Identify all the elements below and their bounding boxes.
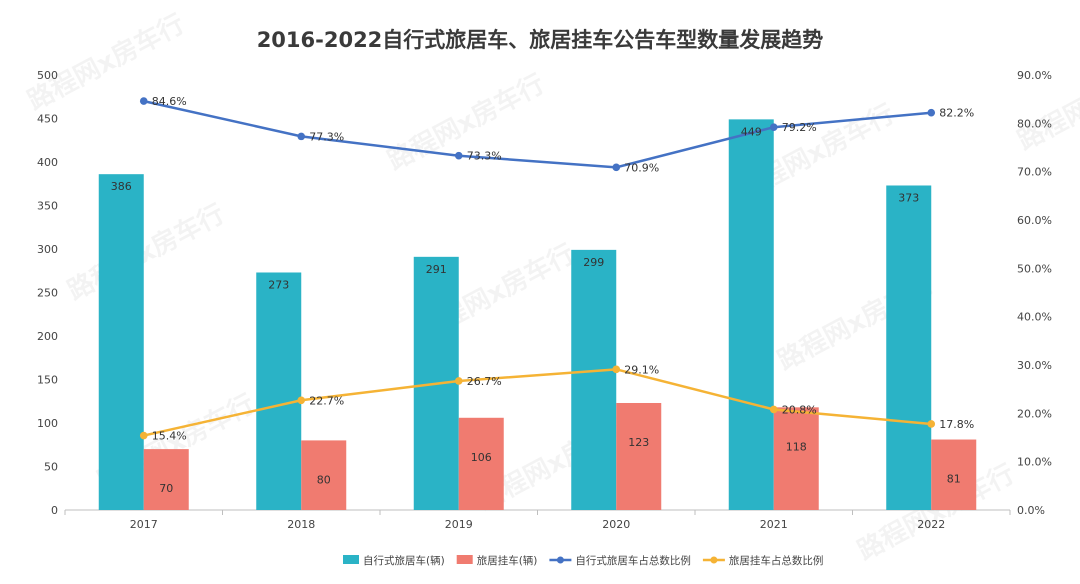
y-left-tick-label: 400 bbox=[37, 156, 58, 169]
legend: 自行式旅居车(辆) 旅居挂车(辆) 自行式旅居车占总数比例 旅居挂车占总数比例 bbox=[343, 554, 823, 567]
y-right-tick-label: 30.0% bbox=[1017, 359, 1052, 372]
y-right-tick-label: 10.0% bbox=[1017, 456, 1052, 469]
line-point bbox=[139, 431, 148, 440]
y-left-tick-label: 250 bbox=[37, 287, 58, 300]
y-left-tick-label: 50 bbox=[44, 461, 58, 474]
series-line bbox=[143, 368, 932, 437]
bar-value-label: 291 bbox=[426, 263, 447, 276]
x-tick-label: 2021 bbox=[760, 518, 788, 531]
bar-value-label: 123 bbox=[628, 436, 649, 449]
y-left-tick-label: 200 bbox=[37, 330, 58, 343]
bar bbox=[256, 272, 302, 510]
y-left-tick-label: 0 bbox=[51, 504, 58, 517]
x-tick-label: 2020 bbox=[602, 518, 630, 531]
line-value-label: 82.2% bbox=[939, 107, 974, 120]
y-right-tick-label: 70.0% bbox=[1017, 166, 1052, 179]
bar-value-label: 81 bbox=[947, 473, 961, 486]
bar bbox=[458, 417, 504, 510]
line-point bbox=[612, 365, 621, 374]
y-right-tick-label: 0.0% bbox=[1017, 504, 1045, 517]
y-right-tick-label: 20.0% bbox=[1017, 407, 1052, 420]
watermark-text: 路程网x房车行 bbox=[62, 198, 229, 306]
legend-label: 旅居挂车(辆) bbox=[477, 554, 538, 567]
y-left-tick-label: 300 bbox=[37, 243, 58, 256]
line-point bbox=[297, 132, 306, 141]
series-line bbox=[143, 99, 932, 169]
bar bbox=[143, 449, 189, 510]
legend-marker bbox=[710, 556, 718, 564]
line-point bbox=[769, 405, 778, 414]
x-tick-label: 2019 bbox=[445, 518, 473, 531]
legend-label: 自行式旅居车占总数比例 bbox=[575, 554, 691, 567]
line-point bbox=[139, 97, 148, 105]
line-point bbox=[297, 396, 306, 405]
line-value-label: 15.4% bbox=[152, 430, 187, 443]
line-point bbox=[612, 163, 621, 172]
line-value-label: 22.7% bbox=[309, 394, 344, 407]
legend-marker bbox=[556, 556, 564, 564]
line-value-label: 17.8% bbox=[939, 418, 974, 431]
bar-value-label: 299 bbox=[583, 256, 604, 269]
legend-swatch bbox=[343, 555, 359, 564]
line-point bbox=[927, 108, 936, 117]
line-value-label: 26.7% bbox=[467, 375, 502, 388]
bar bbox=[886, 185, 932, 511]
y-right-tick-label: 60.0% bbox=[1017, 214, 1052, 227]
bar-value-label: 70 bbox=[159, 482, 173, 495]
line-value-label: 73.3% bbox=[467, 150, 502, 163]
watermark-text: 路程网x房车行 bbox=[1012, 48, 1080, 156]
bar-value-label: 273 bbox=[268, 278, 289, 291]
legend-label: 自行式旅居车(辆) bbox=[363, 554, 445, 567]
bar bbox=[571, 249, 617, 510]
line-value-label: 84.6% bbox=[152, 95, 187, 108]
line-point bbox=[927, 420, 936, 428]
y-right-tick-label: 50.0% bbox=[1017, 262, 1052, 275]
chart-title: 2016-2022自行式旅居车、旅居挂车公告车型数量发展趋势 bbox=[257, 28, 824, 52]
bar bbox=[728, 119, 774, 511]
bars bbox=[98, 119, 977, 511]
y-left-tick-label: 500 bbox=[37, 69, 58, 82]
lines bbox=[139, 97, 936, 440]
y-left-tick-label: 100 bbox=[37, 417, 58, 430]
y-left-tick-label: 150 bbox=[37, 374, 58, 387]
bar bbox=[98, 174, 144, 510]
x-tick-label: 2017 bbox=[130, 518, 158, 531]
y-right-tick-label: 90.0% bbox=[1017, 69, 1052, 82]
bar bbox=[616, 402, 662, 510]
y-left-tick-label: 450 bbox=[37, 113, 58, 126]
axes: 2017 2018 2019 2020 2021 2022 0 50 100 150 200 250 3… bbox=[37, 69, 1052, 531]
bar-value-label: 373 bbox=[898, 191, 919, 204]
bar-value-label: 118 bbox=[786, 440, 807, 453]
bar-value-label: 449 bbox=[741, 125, 762, 138]
y-right-tick-label: 40.0% bbox=[1017, 311, 1052, 324]
line-value-label: 29.1% bbox=[624, 363, 659, 376]
line-value-label: 79.2% bbox=[782, 121, 817, 134]
bar-value-label: 80 bbox=[317, 473, 331, 486]
bar-value-label: 106 bbox=[471, 451, 492, 464]
bar bbox=[773, 407, 819, 510]
data-labels: 386 273 291 299 449 373 70 80 106 123 118 81 84.6% 77… bbox=[111, 95, 974, 495]
bar bbox=[931, 439, 977, 510]
line-point bbox=[769, 123, 778, 131]
line-point bbox=[454, 151, 463, 160]
y-left-tick-label: 350 bbox=[37, 200, 58, 213]
legend-label: 旅居挂车占总数比例 bbox=[729, 554, 824, 567]
line-value-label: 20.8% bbox=[782, 403, 817, 416]
bar bbox=[301, 440, 347, 510]
x-tick-label: 2022 bbox=[917, 518, 945, 531]
y-right-tick-label: 80.0% bbox=[1017, 117, 1052, 130]
x-tick-label: 2018 bbox=[287, 518, 315, 531]
line-point bbox=[454, 377, 463, 385]
line-value-label: 77.3% bbox=[309, 130, 344, 143]
bar-value-label: 386 bbox=[111, 180, 132, 193]
line-value-label: 70.9% bbox=[624, 161, 659, 174]
legend-swatch bbox=[456, 555, 473, 564]
